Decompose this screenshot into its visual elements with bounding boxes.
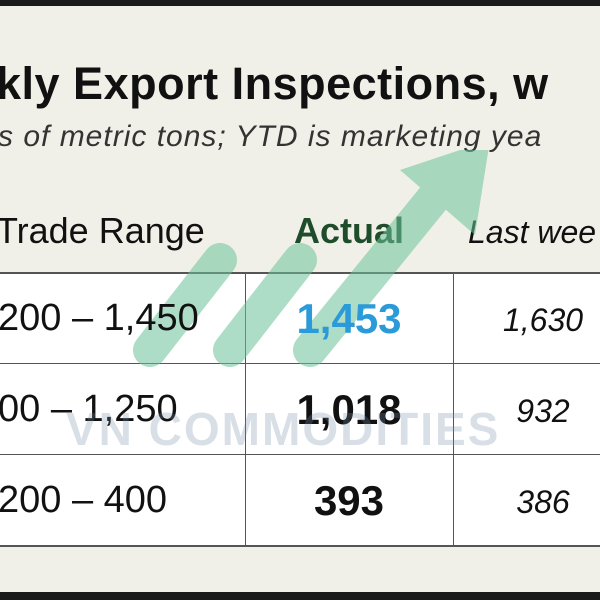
column-header: Trade Range bbox=[0, 210, 205, 251]
cell: 1,453 bbox=[296, 295, 402, 342]
top-bar bbox=[0, 0, 600, 6]
column-header: Last wee bbox=[468, 214, 597, 250]
watermark: VN COMMODITIES bbox=[66, 403, 501, 455]
row-line bbox=[0, 454, 600, 455]
cell: 386 bbox=[516, 484, 570, 520]
column-line bbox=[245, 274, 246, 545]
bottom-bar bbox=[0, 592, 600, 600]
cell: 932 bbox=[516, 393, 570, 429]
table bbox=[0, 272, 600, 547]
cell: 1,630 bbox=[502, 302, 584, 338]
column-line bbox=[453, 274, 454, 545]
cell: 200 – 400 bbox=[0, 479, 168, 521]
subtitle: s of metric tons; YTD is marketing yea bbox=[0, 120, 543, 153]
cell: 200 – 1,450 bbox=[0, 297, 199, 339]
title: kly Export Inspections, w bbox=[0, 58, 549, 109]
watermark-arrows bbox=[133, 150, 489, 367]
cell: 1,018 bbox=[296, 386, 402, 433]
cell: 393 bbox=[313, 477, 385, 524]
cell: 00 – 1,250 bbox=[0, 388, 178, 430]
